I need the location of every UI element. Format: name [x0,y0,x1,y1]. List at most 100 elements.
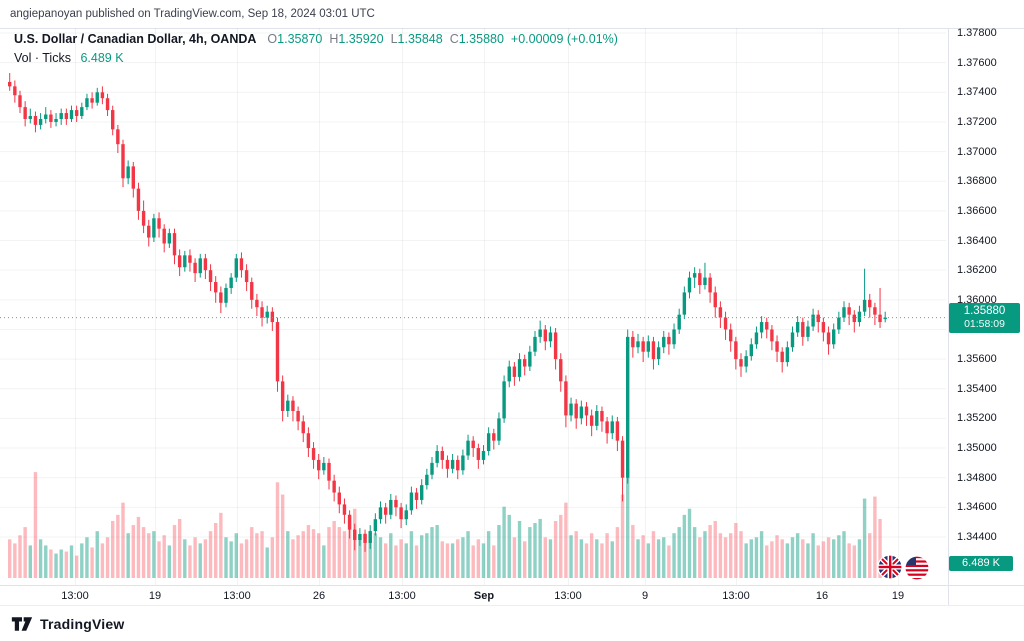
volume-bar [44,545,48,578]
volume-bar [141,527,146,578]
volume-bar [687,508,692,578]
candle-body [64,113,69,119]
candle-body [651,341,656,360]
candle-body [90,98,94,103]
candle-body [579,406,584,419]
candle-body [121,144,125,179]
candle-body [687,277,692,293]
volume-bar [203,539,208,578]
time-axis-label: 13:00 [223,590,251,602]
us-flag-sticker-icon[interactable] [904,555,930,581]
volume-bar [878,518,882,578]
candle-body [141,210,146,226]
volume-indicator-label[interactable]: Vol · Ticks [14,50,71,65]
candle-body [177,255,182,268]
price-axis-label: 1.35600 [957,353,997,366]
attribution-bar: angiepanoyan published on TradingView.co… [0,0,1024,29]
volume-bar [414,545,419,578]
candle-body [461,455,465,471]
volume-bar [579,539,584,578]
candle-body [795,322,800,333]
volume-bar [172,525,177,578]
volume-bar [13,543,17,578]
volume-bar [183,539,187,578]
candle-body [229,277,233,288]
candle-body [69,110,74,119]
volume-bar [327,527,331,578]
time-axis-label: 16 [815,590,829,602]
candle-body [528,351,532,367]
candle-body [44,114,48,119]
volume-bar [559,514,563,578]
candle-body [317,459,321,471]
volume-bar [548,539,553,578]
volume-bar [682,514,687,578]
volume-bar [74,555,79,578]
candle-body [347,514,352,530]
candle-body [157,218,161,229]
candle-body [862,299,867,312]
candle-body [383,507,388,515]
volume-bar [363,533,367,578]
brand-name[interactable]: TradingView [40,615,125,632]
volume-bar [533,523,537,578]
candle-body [641,341,645,352]
volume-bar [270,537,275,578]
candle-body [358,534,362,540]
candle-body [188,255,192,263]
volume-bar [378,537,383,578]
volume-bar [131,525,135,578]
volume-bar [347,514,352,578]
candle-body [136,188,141,211]
candle-body [749,344,753,357]
price-axis-label: 1.36000 [957,293,997,306]
candle-body [280,381,285,411]
candle-body [23,107,27,119]
volume-bar [785,543,790,578]
candle-body [481,451,486,460]
symbol-title[interactable]: U.S. Dollar / Canadian Dollar, 4h, OANDA [14,32,257,46]
chart-plot[interactable] [0,0,948,605]
volume-bar [523,541,527,578]
candle-body [589,415,594,426]
volume-layer [8,470,887,578]
volume-bar [461,537,465,578]
volume-bar [873,496,877,578]
price-axis[interactable]: 1.37800 1.37600 1.37400 1.37200 1.37000 1.368… [948,27,1024,605]
volume-bar [821,541,826,578]
volume-bar [538,518,542,578]
time-axis-label: 13:00 [388,590,416,602]
candle-body [327,462,331,481]
time-axis[interactable]: 13:00 19 13:00 26 13:00 Sep 13:00 9 13:00 16 19 [0,585,1024,606]
volume-bar [677,527,681,578]
candle-body [332,480,336,493]
candle-body [569,403,573,416]
candle-body [131,166,135,189]
volume-bar [49,549,53,578]
candle-body [543,329,547,342]
volume-bar [734,523,738,578]
volume-bar [394,545,398,578]
volume-bar [121,502,125,578]
uk-flag-sticker-icon[interactable] [877,554,903,580]
candle-body [54,118,58,122]
volume-bar [311,529,316,578]
candle-body [116,129,120,145]
volume-bar [286,531,290,578]
candle-body [517,359,522,377]
volume-bar [224,537,228,578]
volume-bar [244,539,249,578]
candle-body [847,307,851,315]
volume-bar [739,531,743,578]
candle-body [49,114,53,122]
volume-bar [502,506,506,578]
volume-bar [214,523,218,578]
candle-body [883,317,887,320]
volume-bar [790,537,795,578]
volume-bar [811,533,815,578]
volume-bar [842,531,846,578]
volume-bar [167,545,172,578]
tradingview-logo-icon[interactable] [11,616,33,632]
price-axis-label: 1.35400 [957,382,997,395]
